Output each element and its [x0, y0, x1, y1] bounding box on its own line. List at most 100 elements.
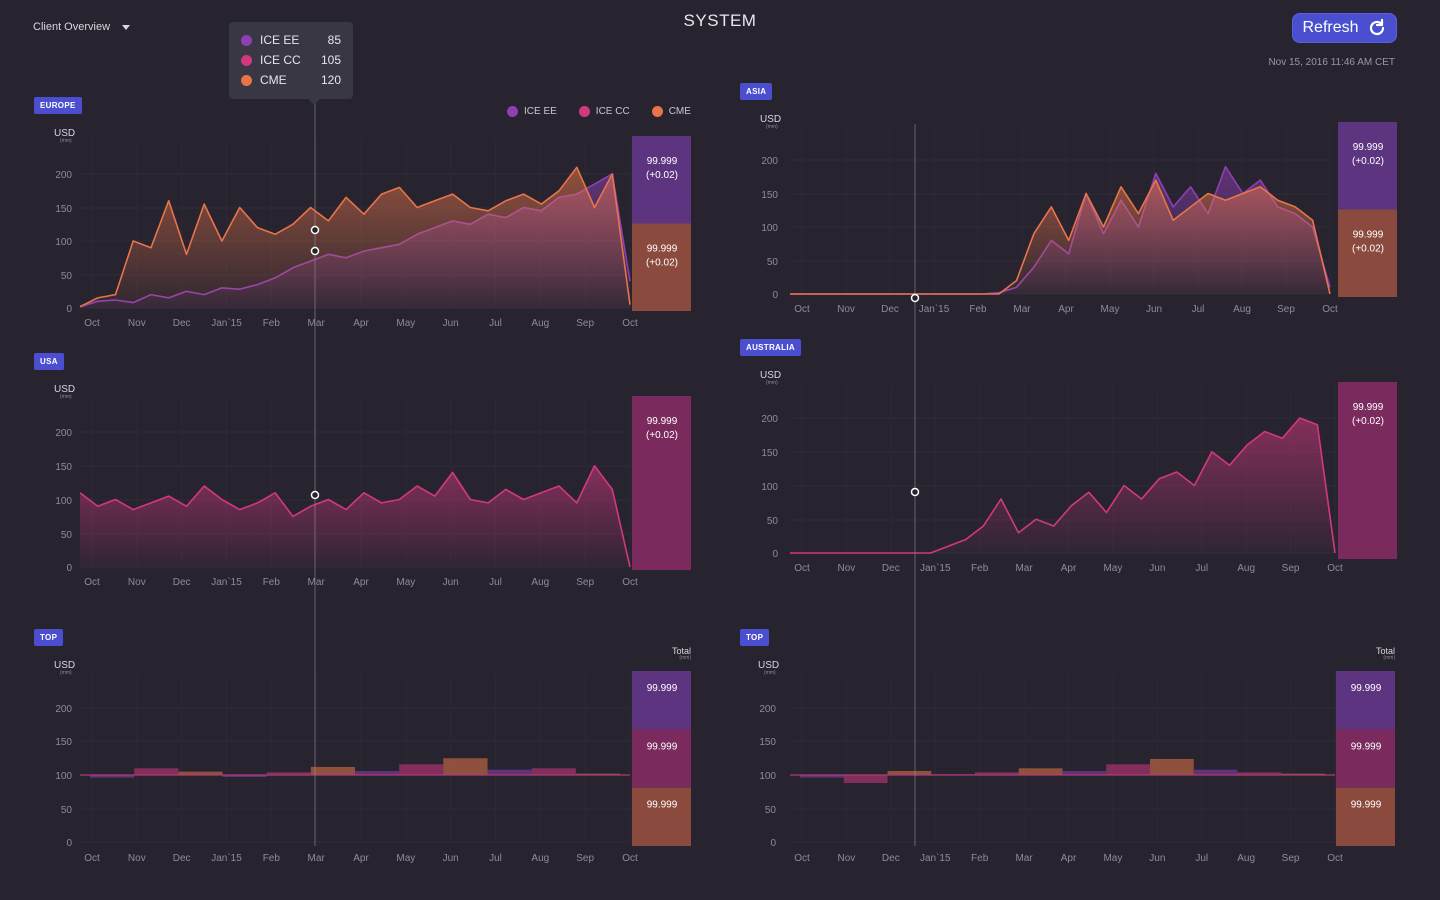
y-tick-label: 100 [55, 237, 72, 248]
tooltip-row: ICE EE 85 [241, 33, 341, 47]
value-box-label: 99.999 [1353, 402, 1384, 413]
series-line [790, 179, 1331, 295]
x-tick-label: May [396, 577, 415, 588]
x-tick-label: Apr [1061, 853, 1077, 864]
value-box-label: 99.999 [647, 156, 678, 167]
x-tick-label: Apr [1061, 563, 1077, 574]
series-area [790, 180, 1330, 294]
x-tick-label: Dec [173, 318, 191, 329]
x-tick-label: Sep [576, 577, 594, 588]
tooltip-row: CME 120 [241, 73, 341, 87]
value-box-label: 99.999 [647, 244, 678, 255]
bar-mark [355, 770, 400, 775]
x-tick-label: Mar [308, 318, 326, 329]
value-box-label: 99.999 [1353, 230, 1384, 241]
x-tick-label: Mar [308, 853, 326, 864]
x-tick-label: Nov [128, 318, 146, 329]
chart-panel-usa: 0 50 100 150 200 Oct Nov Dec Jan`15 Feb Mar Apr May J… [55, 396, 691, 588]
value-box-label: 99.999 [1353, 142, 1384, 153]
y-unit-label: USD (mm) [758, 660, 780, 676]
value-box-label: (+0.02) [646, 258, 678, 269]
legend-item[interactable]: ICE CC [578, 106, 630, 117]
y-tick-label: 50 [61, 805, 73, 816]
bar-mark [975, 772, 1019, 775]
x-tick-label: Sep [1282, 563, 1300, 574]
bar-mark [843, 775, 888, 784]
y-unit-label: USD (mm) [760, 370, 782, 386]
bar-mark [134, 768, 179, 775]
y-tick-label: 50 [61, 271, 73, 282]
value-box [1338, 382, 1397, 559]
x-tick-label: Nov [837, 304, 855, 315]
dot-icon [241, 34, 252, 46]
x-tick-label: Nov [128, 577, 146, 588]
legend-item[interactable]: ICE EE [507, 106, 557, 117]
x-tick-label: Jun [443, 577, 459, 588]
bar-mark [1018, 768, 1063, 775]
legend-label: ICE CC [595, 106, 630, 117]
bar-mark [1106, 764, 1150, 775]
x-tick-label: May [1101, 304, 1120, 315]
bar-mark [1150, 758, 1194, 775]
value-box-label: 99.999 [1351, 800, 1382, 811]
legend-dot-icon [578, 106, 590, 117]
crosshair-point [310, 225, 320, 235]
value-box-label: 99.999 [647, 741, 678, 752]
x-tick-label: Aug [531, 577, 549, 588]
x-tick-label: Oct [84, 577, 100, 588]
y-unit-label: USD (mm) [54, 384, 76, 400]
value-box [632, 787, 691, 846]
value-box-label: (+0.02) [646, 170, 678, 181]
panel-label-top-right: TOP [740, 629, 770, 646]
panel-label-europe: EUROPE [34, 97, 82, 114]
legend-dot-icon [507, 106, 518, 117]
x-tick-label: Jan`15 [211, 852, 242, 864]
value-box-label: (+0.02) [646, 430, 678, 441]
x-tick-label: Sep [576, 318, 594, 329]
value-box-label: 99.999 [647, 416, 678, 427]
y-tick-label: 100 [55, 771, 72, 782]
x-tick-label: Sep [1277, 304, 1295, 315]
x-tick-label: Mar [1015, 853, 1033, 864]
bar-mark [1237, 772, 1282, 775]
x-tick-label: Apr [353, 853, 369, 864]
value-box-label: 99.999 [647, 800, 678, 811]
bar-mark [310, 766, 355, 775]
series-area [790, 418, 1335, 553]
y-tick-label: 0 [66, 838, 72, 849]
series-line [79, 166, 631, 308]
bar-mark [443, 758, 488, 775]
x-tick-label: Sep [1282, 853, 1300, 864]
y-tick-label: 100 [759, 771, 776, 782]
y-tick-label: 0 [66, 304, 72, 315]
series-line [790, 417, 1336, 554]
x-tick-label: Jan`15 [211, 317, 242, 329]
value-box [1338, 209, 1397, 297]
legend-item[interactable]: CME [651, 106, 691, 117]
bar-mark [800, 775, 844, 778]
crosshair-point [910, 293, 920, 303]
value-box-label: (+0.02) [1352, 416, 1384, 427]
panel-label-usa: USA [34, 353, 64, 370]
refresh-button[interactable]: Refresh [1292, 13, 1397, 43]
x-tick-label: Jun [443, 853, 459, 864]
series-line [79, 465, 631, 568]
x-tick-label: Aug [531, 853, 549, 864]
value-box-label: 99.999 [1351, 741, 1382, 752]
y-tick-label: 0 [770, 838, 776, 849]
y-tick-label: 150 [761, 190, 778, 201]
x-tick-label: Aug [1237, 563, 1255, 574]
chart-panel-asia: 0 50 100 150 200 Oct Nov Dec Jan`15 Feb Mar Apr May J… [761, 122, 1397, 315]
y-tick-label: 100 [761, 223, 778, 234]
client-overview-dropdown[interactable]: Client Overview [33, 21, 131, 33]
total-label: Total (mm) [1375, 646, 1395, 661]
dot-icon [241, 74, 252, 86]
chart-panel-top-right: 0 50 100 150 200 Oct Nov Dec Jan`15 Feb Mar Apr May J… [759, 671, 1395, 864]
x-tick-label: Sep [576, 853, 594, 864]
y-tick-label: 50 [767, 257, 779, 268]
x-tick-label: Jul [489, 577, 502, 588]
legend-dot-icon [651, 106, 663, 117]
y-unit-label: USD (mm) [54, 128, 76, 144]
x-tick-label: Dec [173, 853, 191, 864]
